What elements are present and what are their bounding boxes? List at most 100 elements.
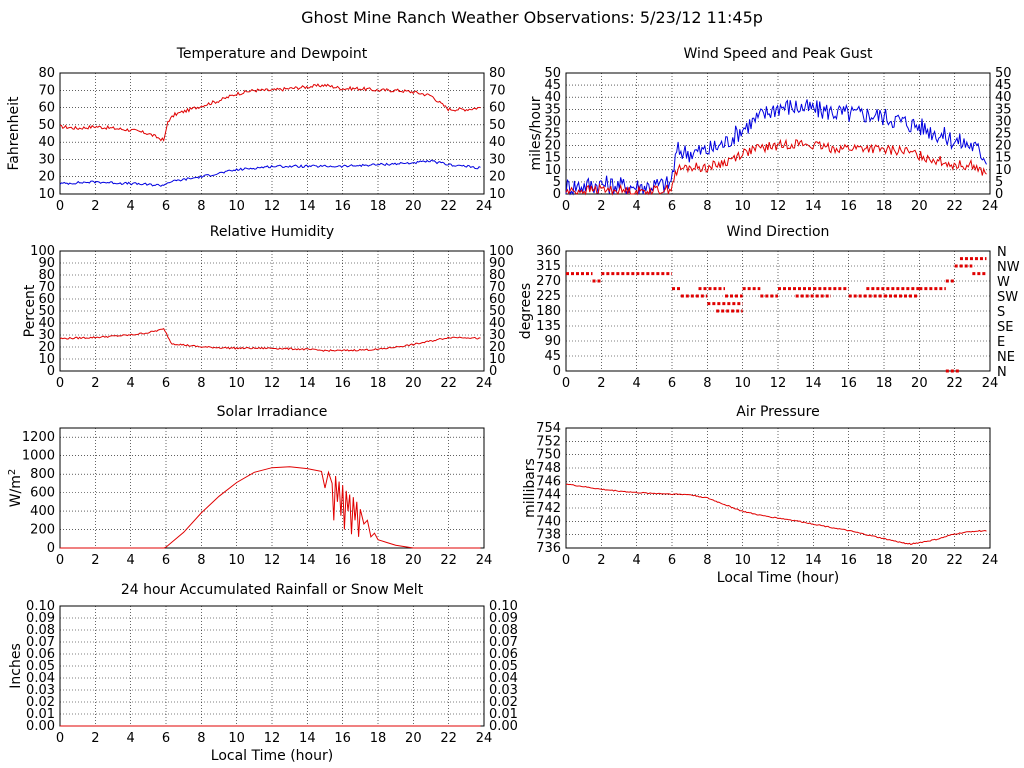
y2-tick-label: 0 (489, 364, 497, 379)
y-tick-label: 15 (544, 151, 561, 166)
y2-tick-label: NE (997, 350, 1015, 365)
y-tick-label: 60 (38, 292, 55, 307)
y2-tick-label: 0.02 (489, 695, 518, 710)
y2-tick-label: 0.01 (489, 707, 518, 722)
x-tick-label: 14 (805, 553, 822, 568)
x-tick-label: 18 (876, 376, 893, 391)
y-tick-label: 30 (544, 114, 561, 129)
y-axis-label: Inches (8, 643, 24, 688)
y-axis-label: degrees (518, 283, 534, 339)
y2-tick-label: SW (997, 290, 1018, 305)
x-tick-label: 8 (703, 199, 711, 214)
chart-title: Relative Humidity (210, 224, 334, 240)
y-tick-label: 35 (544, 102, 561, 117)
x-tick-label: 10 (228, 553, 245, 568)
series-line (565, 99, 987, 196)
y-tick-label: 135 (536, 319, 561, 334)
y2-tick-label: 0.06 (489, 647, 518, 662)
x-tick-label: 20 (405, 376, 422, 391)
x-tick-label: 12 (264, 553, 281, 568)
y-axis-label: millibars (522, 458, 538, 518)
y-tick-label: 25 (544, 127, 561, 142)
y-tick-label: 0.02 (26, 695, 55, 710)
x-tick-label: 22 (440, 731, 457, 746)
y-tick-label: 744 (536, 488, 561, 503)
y2-tick-label: 45 (995, 78, 1012, 93)
y-tick-label: 754 (536, 421, 561, 436)
series-line (565, 138, 987, 196)
x-tick-label: 18 (370, 731, 387, 746)
x-tick-label: 0 (562, 199, 570, 214)
x-tick-label: 14 (805, 376, 822, 391)
y2-tick-label: 90 (489, 256, 506, 271)
y2-tick-label: 30 (489, 152, 506, 167)
x-tick-label: 14 (299, 731, 316, 746)
x-tick-label: 0 (56, 731, 64, 746)
x-tick-label: 16 (840, 376, 857, 391)
x-tick-label: 6 (668, 376, 676, 391)
x-tick-label: 0 (56, 553, 64, 568)
y2-tick-label: 40 (489, 135, 506, 150)
y-tick-label: 736 (536, 541, 561, 556)
x-tick-label: 10 (228, 199, 245, 214)
y-tick-label: 20 (544, 139, 561, 154)
y-tick-label: 10 (38, 187, 55, 202)
x-tick-label: 16 (840, 553, 857, 568)
x-tick-label: 12 (264, 199, 281, 214)
y2-tick-label: 0.07 (489, 635, 518, 650)
x-tick-label: 24 (476, 199, 493, 214)
series-line (60, 466, 481, 549)
x-tick-label: 22 (946, 376, 963, 391)
x-tick-label: 2 (597, 553, 605, 568)
y2-tick-label: 10 (995, 163, 1012, 178)
series-line (59, 327, 481, 353)
x-tick-label: 6 (162, 731, 170, 746)
y2-tick-label: 60 (489, 101, 506, 116)
y-tick-label: 0 (553, 364, 561, 379)
x-tick-label: 12 (264, 376, 281, 391)
plot-frame (565, 427, 991, 549)
x-tick-label: 0 (56, 199, 64, 214)
plot-frame (59, 427, 485, 549)
y-axis-label: miles/hour (528, 96, 544, 170)
x-tick-label: 20 (911, 199, 928, 214)
plot-frame (565, 250, 991, 372)
x-tick-label: 4 (127, 376, 135, 391)
y-tick-label: 40 (544, 90, 561, 105)
x-tick-label: 18 (370, 199, 387, 214)
x-tick-label: 14 (299, 553, 316, 568)
y-tick-label: 10 (544, 163, 561, 178)
plot-frame (59, 72, 485, 195)
y2-tick-label: 0.04 (489, 671, 518, 686)
y2-tick-label: 30 (995, 114, 1012, 129)
y-tick-label: 1200 (22, 430, 55, 445)
x-tick-label: 8 (197, 731, 205, 746)
series-line (565, 483, 987, 546)
y-tick-label: 0.07 (26, 635, 55, 650)
x-tick-label: 0 (562, 553, 570, 568)
y-tick-label: 20 (38, 340, 55, 355)
x-tick-label: 6 (162, 199, 170, 214)
x-tick-label: 22 (946, 199, 963, 214)
x-tick-label: 10 (228, 376, 245, 391)
y2-tick-label: 60 (489, 292, 506, 307)
y-tick-label: 750 (536, 448, 561, 463)
y-tick-label: 0.06 (26, 647, 55, 662)
y-tick-label: 5 (553, 175, 561, 190)
y-tick-label: 40 (38, 316, 55, 331)
y-tick-label: 1000 (22, 449, 55, 464)
y-tick-label: 50 (38, 304, 55, 319)
x-tick-label: 4 (127, 199, 135, 214)
chart-rainfall: 24 hour Accumulated Rainfall or Snow Mel… (8, 582, 518, 764)
y-tick-label: 45 (544, 349, 561, 364)
y2-tick-label: N (997, 365, 1007, 380)
y2-tick-label: 40 (995, 90, 1012, 105)
y-tick-label: 180 (536, 304, 561, 319)
y2-tick-label: 0.08 (489, 623, 518, 638)
y-tick-label: 748 (536, 461, 561, 476)
y2-tick-label: 40 (489, 316, 506, 331)
